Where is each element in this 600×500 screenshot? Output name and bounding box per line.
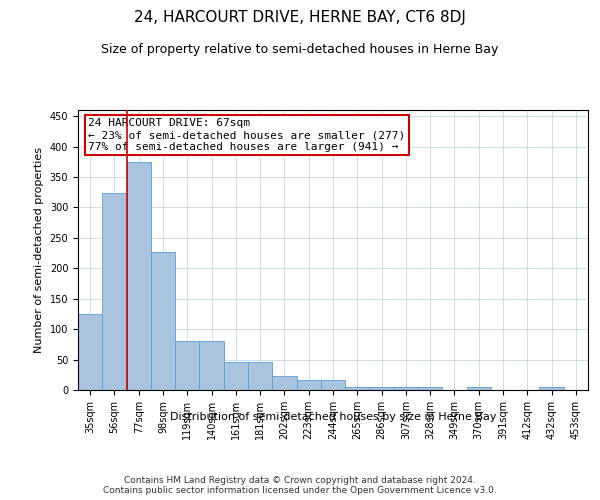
Bar: [151, 252, 175, 390]
Bar: [78, 314, 102, 390]
Y-axis label: Number of semi-detached properties: Number of semi-detached properties: [34, 147, 44, 353]
Bar: [175, 340, 199, 390]
Text: Distribution of semi-detached houses by size in Herne Bay: Distribution of semi-detached houses by …: [170, 412, 496, 422]
Bar: [418, 387, 442, 390]
Bar: [394, 387, 418, 390]
Text: Size of property relative to semi-detached houses in Herne Bay: Size of property relative to semi-detach…: [101, 42, 499, 56]
Bar: [224, 362, 248, 390]
Bar: [102, 194, 127, 390]
Bar: [199, 340, 224, 390]
Bar: [248, 362, 272, 390]
Text: Contains HM Land Registry data © Crown copyright and database right 2024.
Contai: Contains HM Land Registry data © Crown c…: [103, 476, 497, 495]
Text: 24, HARCOURT DRIVE, HERNE BAY, CT6 8DJ: 24, HARCOURT DRIVE, HERNE BAY, CT6 8DJ: [134, 10, 466, 25]
Text: 24 HARCOURT DRIVE: 67sqm
← 23% of semi-detached houses are smaller (277)
77% of : 24 HARCOURT DRIVE: 67sqm ← 23% of semi-d…: [88, 118, 406, 152]
Bar: [539, 387, 564, 390]
Bar: [127, 162, 151, 390]
Bar: [370, 387, 394, 390]
Bar: [467, 387, 491, 390]
Bar: [272, 376, 296, 390]
Bar: [296, 380, 321, 390]
Bar: [345, 387, 370, 390]
Bar: [321, 380, 345, 390]
